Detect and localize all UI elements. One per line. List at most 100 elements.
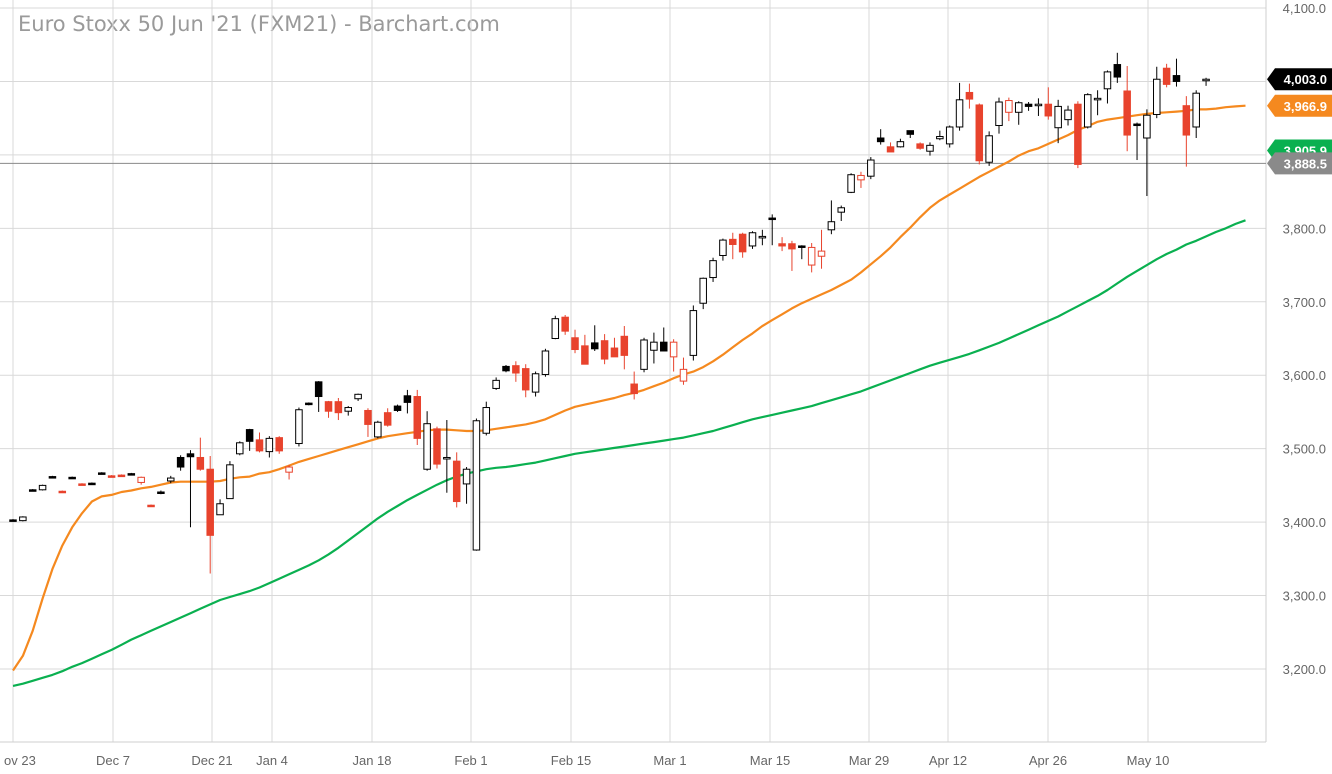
candle-body: [78, 483, 86, 486]
candle-body: [127, 473, 136, 476]
x-tick-label: Mar 29: [849, 753, 889, 768]
candle-body: [620, 335, 629, 356]
candle-body: [334, 401, 343, 414]
candle-body: [926, 144, 934, 152]
candle-body: [1153, 78, 1161, 115]
candle-body: [965, 91, 974, 100]
candle-body: [482, 407, 491, 434]
x-tick-label: Feb 15: [551, 753, 591, 768]
candle-body: [364, 409, 372, 425]
candle-body: [581, 345, 589, 365]
candle-body: [324, 401, 333, 412]
candle-body: [107, 475, 116, 478]
candle-body: [738, 233, 747, 253]
price-badge-shape: [1267, 68, 1332, 91]
candle-body: [472, 420, 481, 551]
candle-body: [1005, 100, 1013, 113]
candle-body: [176, 456, 185, 468]
candle-body: [709, 260, 717, 279]
y-tick-label: 3,400.0: [1283, 515, 1326, 530]
candle-body: [1103, 71, 1112, 90]
candle-body: [344, 407, 352, 412]
candle-body: [788, 243, 796, 250]
candle-body: [1093, 97, 1102, 101]
candle-body: [9, 519, 17, 522]
x-tick-label: Feb 1: [454, 753, 487, 768]
y-tick-label: 3,800.0: [1283, 221, 1326, 236]
y-tick-label: 3,300.0: [1283, 589, 1326, 604]
candle-body: [295, 409, 303, 445]
candle-body: [778, 243, 786, 247]
candle-body: [443, 456, 451, 460]
x-tick-label: Apr 12: [929, 753, 967, 768]
y-tick-label: 3,700.0: [1283, 295, 1326, 310]
candle-body: [758, 235, 767, 239]
candle-body: [1054, 105, 1062, 129]
candle-body: [1014, 102, 1023, 113]
candle-body: [423, 423, 431, 470]
candle-body: [768, 217, 776, 221]
candle-body: [689, 310, 698, 356]
x-tick-label: Mar 15: [750, 753, 790, 768]
candle-body: [827, 221, 836, 231]
candle-body: [1064, 109, 1072, 121]
candle-body: [640, 339, 648, 370]
candle-body: [1074, 103, 1082, 165]
candle-body: [216, 503, 224, 516]
candle-body: [561, 316, 569, 332]
candle-body: [669, 341, 678, 358]
candle-body: [147, 504, 155, 508]
candle-body: [955, 99, 964, 128]
candle-body: [521, 368, 530, 391]
candle-body: [886, 146, 895, 153]
x-tick-label: Dec 7: [96, 753, 130, 768]
y-tick-label: 3,500.0: [1283, 442, 1326, 457]
candle-body: [531, 373, 540, 393]
candle-body: [354, 393, 362, 400]
candle-body: [196, 456, 205, 470]
candle-body: [985, 135, 993, 163]
moving-average-line-green: [12, 219, 1246, 687]
candle-body: [48, 476, 57, 479]
candle-body: [1083, 94, 1092, 128]
candle-body: [97, 472, 106, 475]
price-badge-shape: [1267, 94, 1332, 117]
price-badge-label: 4,003.0: [1284, 72, 1327, 87]
candle-body: [876, 137, 885, 143]
candle-body: [1172, 75, 1181, 82]
candle-body: [502, 365, 510, 372]
candle-body: [1202, 78, 1210, 82]
candle-body: [413, 396, 422, 439]
candle-body: [265, 437, 274, 453]
candle-body: [167, 477, 175, 482]
candle-body: [650, 341, 658, 351]
candle-body: [600, 340, 609, 360]
x-tick-label: Apr 26: [1029, 753, 1067, 768]
candle-body: [679, 368, 688, 382]
candle-body: [285, 466, 293, 473]
candle-body: [88, 482, 96, 486]
candle-body: [837, 207, 845, 213]
candle-body: [590, 342, 599, 350]
candle-body: [857, 174, 865, 181]
y-tick-label: 3,600.0: [1283, 368, 1326, 383]
candle-body: [729, 238, 737, 245]
candle-body: [630, 383, 638, 395]
candle-body: [1044, 103, 1053, 117]
candle-body: [1024, 103, 1033, 107]
candle-body: [492, 379, 500, 389]
x-tick-label: May 10: [1127, 753, 1170, 768]
candle-body: [19, 516, 27, 522]
candle-body: [38, 484, 47, 491]
candle-body: [58, 490, 67, 494]
price-badge-shape: [1267, 152, 1332, 175]
candle-body: [748, 232, 757, 247]
candle-body: [995, 101, 1003, 127]
candle-body: [699, 277, 707, 304]
candle-body: [945, 126, 954, 145]
candle-body: [1113, 64, 1122, 78]
candle-body: [403, 395, 412, 403]
y-tick-label: 4,100.0: [1283, 1, 1326, 16]
candle-body: [1123, 90, 1131, 136]
